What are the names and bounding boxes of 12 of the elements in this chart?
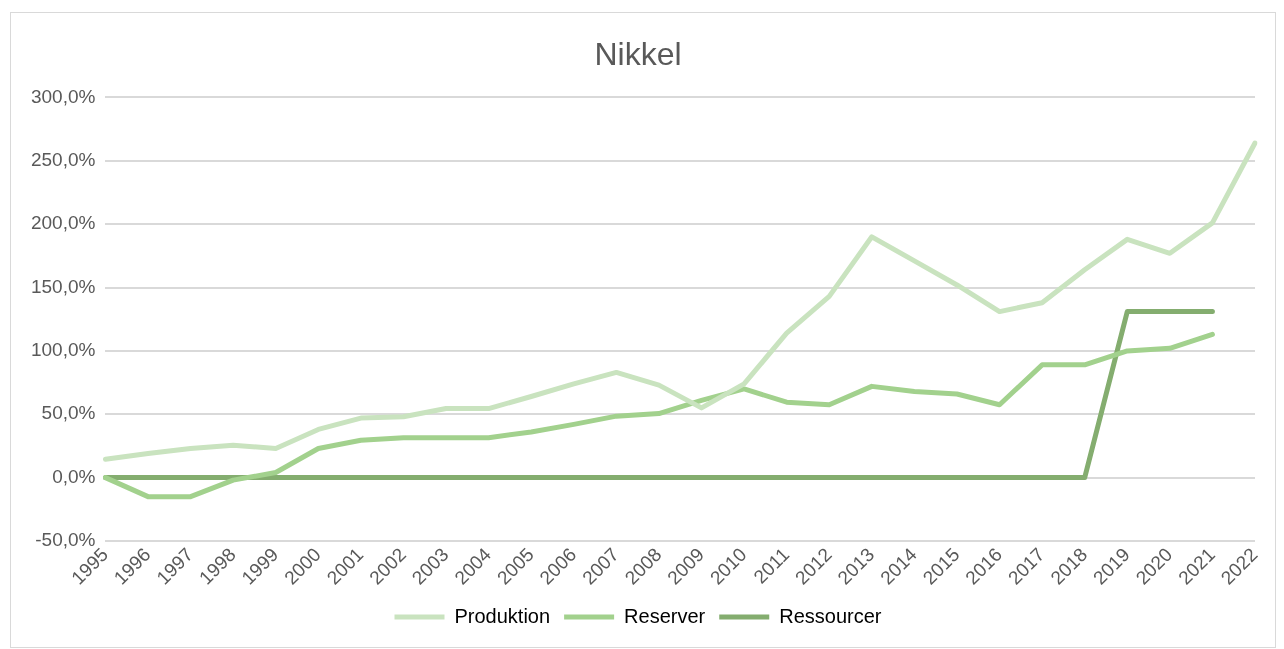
y-tick-label: 0,0% xyxy=(52,465,96,487)
y-tick-label: 300,0% xyxy=(30,85,96,107)
y-tick-label: 200,0% xyxy=(30,212,96,234)
y-tick-label: 150,0% xyxy=(30,275,96,297)
chart-title: Nikkel xyxy=(594,36,682,73)
legend-label: Ressourcer xyxy=(779,604,882,627)
y-tick-label: 250,0% xyxy=(30,149,96,170)
y-tick-label: -50,0% xyxy=(35,529,96,551)
legend-label: Produktion xyxy=(454,604,551,627)
y-tick-label: 100,0% xyxy=(30,339,96,361)
y-tick-label: 50,0% xyxy=(41,402,96,424)
legend-label: Reserver xyxy=(624,604,706,627)
